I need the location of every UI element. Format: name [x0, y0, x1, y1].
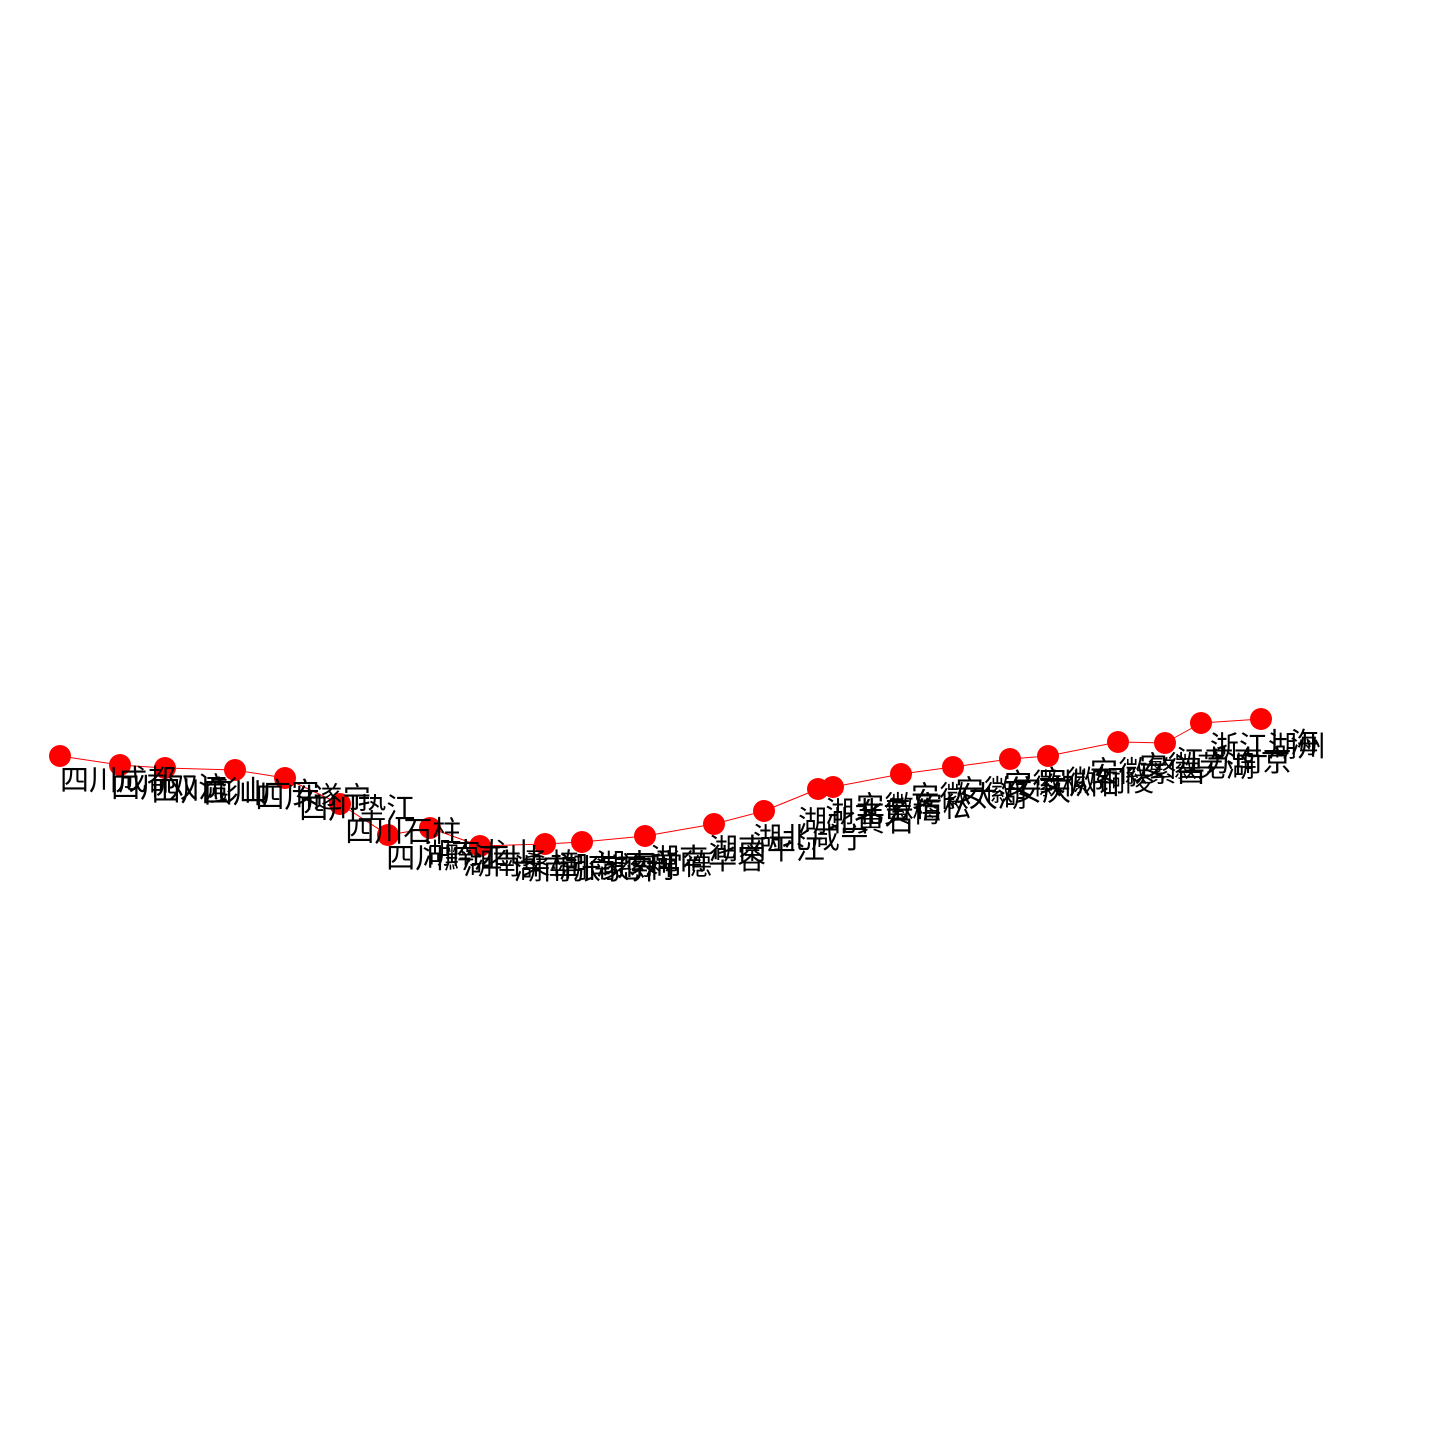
city-label-n7: 四川石柱	[345, 814, 461, 848]
city-label-n28: 上海	[1261, 726, 1319, 760]
city-label-n26: 江苏南京	[1176, 744, 1292, 778]
city-node	[1154, 732, 1176, 754]
city-node	[49, 745, 71, 767]
route-edge	[832, 773, 902, 788]
city-node	[890, 763, 912, 785]
city-node	[534, 833, 556, 855]
city-node	[1107, 731, 1129, 753]
route-edge	[644, 823, 715, 837]
city-node	[377, 824, 399, 846]
city-label-n12: 湖南慈利	[559, 850, 675, 884]
city-label-n15: 湖南平江	[709, 832, 825, 866]
city-label-n13: 湖南常德	[596, 848, 712, 882]
city-node	[571, 831, 593, 853]
city-node	[1250, 708, 1272, 730]
city-label-n2: 四川双流	[111, 771, 227, 805]
route-edge	[1047, 741, 1119, 757]
city-label-n6: 四川垫江	[299, 792, 415, 826]
city-label-n5: 四川遂宁	[255, 780, 371, 814]
city-label-n16: 湖北咸宁	[753, 821, 869, 855]
city-node	[419, 817, 441, 839]
city-label-n19: 安徽宿松	[856, 790, 972, 824]
route-labels: 四川成都四川双流四川彭山四川广安四川遂宁四川垫江四川石柱四川黔江湖南龙山湖南桑植…	[60, 726, 1326, 886]
city-label-n20: 安徽太湖	[911, 780, 1027, 814]
city-node	[822, 776, 844, 798]
city-node	[1190, 712, 1212, 734]
city-label-n11: 湖南张家界	[514, 852, 659, 886]
city-label-n18: 湖北黄梅	[825, 795, 941, 829]
city-label-n1: 四川成都	[60, 763, 176, 797]
city-label-n14: 湖南华容	[650, 842, 766, 876]
city-node	[224, 759, 246, 781]
city-node	[942, 756, 964, 778]
route-nodes	[49, 708, 1272, 857]
city-label-n22: 安徽枞阳	[1004, 767, 1120, 801]
city-label-n10: 湖南桑植	[463, 847, 579, 881]
route-edge	[164, 767, 236, 771]
city-node	[753, 800, 775, 822]
city-label-n3: 四川彭山	[152, 774, 268, 808]
city-label-n4: 四川广安	[204, 776, 320, 810]
city-node	[1037, 745, 1059, 767]
city-label-n17: 湖北黄石	[798, 804, 914, 838]
city-node	[154, 757, 176, 779]
city-node	[329, 793, 351, 815]
city-node	[274, 767, 296, 789]
city-node	[109, 754, 131, 776]
city-label-n9: 湖南龙山	[422, 836, 538, 870]
city-node	[469, 835, 491, 857]
city-label-n21: 安徽安庆	[955, 774, 1071, 808]
city-node	[703, 813, 725, 835]
city-label-n25: 安徽芜湖	[1139, 749, 1255, 783]
city-label-n8: 四川黔江	[386, 841, 502, 875]
city-label-n23: 安徽铜陵	[1038, 764, 1154, 798]
city-label-n27: 浙江湖州	[1210, 729, 1326, 763]
city-label-n24: 安徽繁昌	[1089, 755, 1205, 789]
city-node	[999, 748, 1021, 770]
city-node	[634, 825, 656, 847]
